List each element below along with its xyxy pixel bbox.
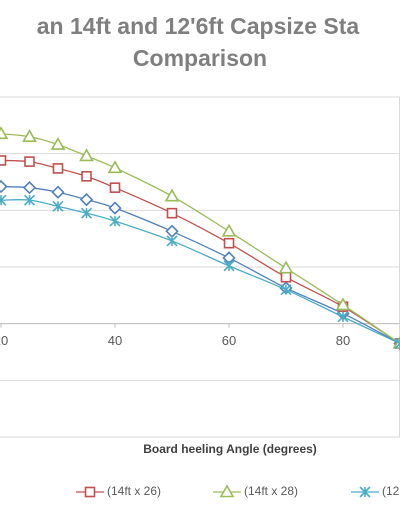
legend-label: (14ft x 28) (244, 484, 298, 498)
chart-subtitle: Comparison (133, 45, 267, 71)
marker (108, 201, 122, 215)
marker (223, 237, 235, 249)
marker (24, 156, 35, 167)
legend-label: (14ft x 26) (107, 484, 161, 498)
marker (0, 179, 8, 194)
marker (337, 311, 349, 323)
marker (23, 194, 36, 206)
x-tick-label: 60 (222, 333, 236, 348)
marker (79, 148, 94, 162)
x-tick-label: 80 (336, 333, 350, 348)
x-tick-label: 20 (0, 333, 8, 348)
marker (0, 126, 9, 140)
marker (22, 181, 37, 195)
marker (107, 160, 123, 174)
series-line (0, 133, 400, 345)
marker (84, 486, 96, 498)
marker (80, 207, 93, 219)
marker (166, 235, 178, 247)
marker (164, 188, 180, 202)
marker (109, 182, 121, 193)
marker (278, 260, 294, 274)
marker (221, 223, 237, 237)
marker (165, 224, 179, 238)
marker (394, 337, 400, 350)
marker (166, 207, 178, 219)
series-line (0, 159, 400, 345)
marker (81, 171, 92, 182)
marker (335, 297, 351, 311)
legend-label: (12 (382, 484, 400, 498)
x-axis-title: Board heeling Angle (degrees) (143, 442, 317, 456)
marker (52, 163, 64, 174)
marker (109, 215, 121, 227)
marker (52, 200, 64, 212)
marker (219, 484, 235, 498)
marker (51, 185, 65, 199)
chart-title: an 14ft and 12'6ft Capsize Sta (37, 13, 360, 39)
marker (280, 271, 292, 283)
marker (79, 192, 94, 207)
marker (223, 260, 235, 272)
series-line (0, 199, 400, 345)
marker (50, 136, 66, 150)
marker (359, 486, 371, 498)
x-tick-label: 40 (108, 333, 122, 348)
series-line (0, 185, 400, 345)
marker (0, 194, 7, 206)
marker (0, 155, 7, 166)
marker (22, 129, 37, 142)
marker (280, 284, 292, 296)
